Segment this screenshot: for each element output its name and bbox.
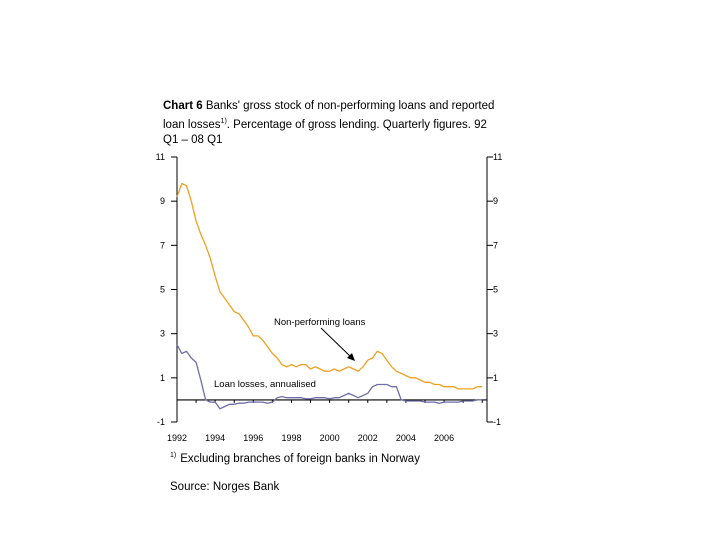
y-tick-label-left: 9: [160, 196, 165, 206]
x-tick-label: 2004: [396, 433, 416, 443]
source-note: Source: Norges Bank: [170, 481, 280, 493]
y-tick-label-left: 11: [156, 152, 165, 162]
series-line-loan-losses: [176, 344, 483, 410]
chart-number: Chart 6: [163, 100, 203, 112]
x-tick-label: 1992: [167, 433, 187, 443]
y-tick-label-left: 1: [160, 373, 165, 383]
y-tick-label-left: 3: [160, 329, 165, 339]
x-tick-label: 1998: [281, 433, 301, 443]
footnote-marker: 1): [170, 452, 177, 459]
title-text-1: Banks' gross stock of non-performing loa…: [163, 100, 495, 131]
x-tick-label: 2006: [434, 433, 454, 443]
x-tick-label: 1994: [205, 433, 225, 443]
y-tick-label-right: 11: [493, 152, 502, 162]
annotation-arrow-line: [320, 327, 353, 359]
annotation-non-performing: Non-performing loans: [274, 317, 366, 328]
y-tick-label-right: -1: [493, 417, 501, 427]
x-tick-label: 1996: [243, 433, 263, 443]
title-superscript: 1): [220, 118, 227, 125]
y-tick-label-right: 5: [493, 285, 498, 295]
y-tick-label-left: 5: [160, 285, 165, 295]
title-text-2: . Percentage of gross lending. Quarterly…: [163, 118, 487, 146]
footnote-text: Excluding branches of foreign banks in N…: [180, 452, 420, 465]
y-tick-label-left: -1: [157, 417, 165, 427]
chart-title: Chart 6 Banks' gross stock of non-perfor…: [163, 99, 503, 148]
footnote: 1) Excluding branches of foreign banks in…: [170, 452, 420, 465]
y-tick-label-right: 1: [493, 373, 498, 383]
x-tick-label: 2002: [358, 433, 378, 443]
series-layer: [176, 182, 483, 410]
y-tick-label-right: 7: [493, 240, 498, 250]
annotation-layer: Non-performing loans Loan losses, annual…: [214, 317, 366, 390]
y-tick-label-right: 3: [493, 329, 498, 339]
annotation-loan-losses: Loan losses, annualised: [214, 379, 316, 390]
y-tick-label-left: 7: [160, 240, 165, 250]
annotation-arrow-head: [347, 353, 355, 361]
y-tick-label-right: 9: [493, 196, 498, 206]
x-tick-label: 2000: [320, 433, 340, 443]
series-line-non-performing-loans: [176, 182, 483, 390]
